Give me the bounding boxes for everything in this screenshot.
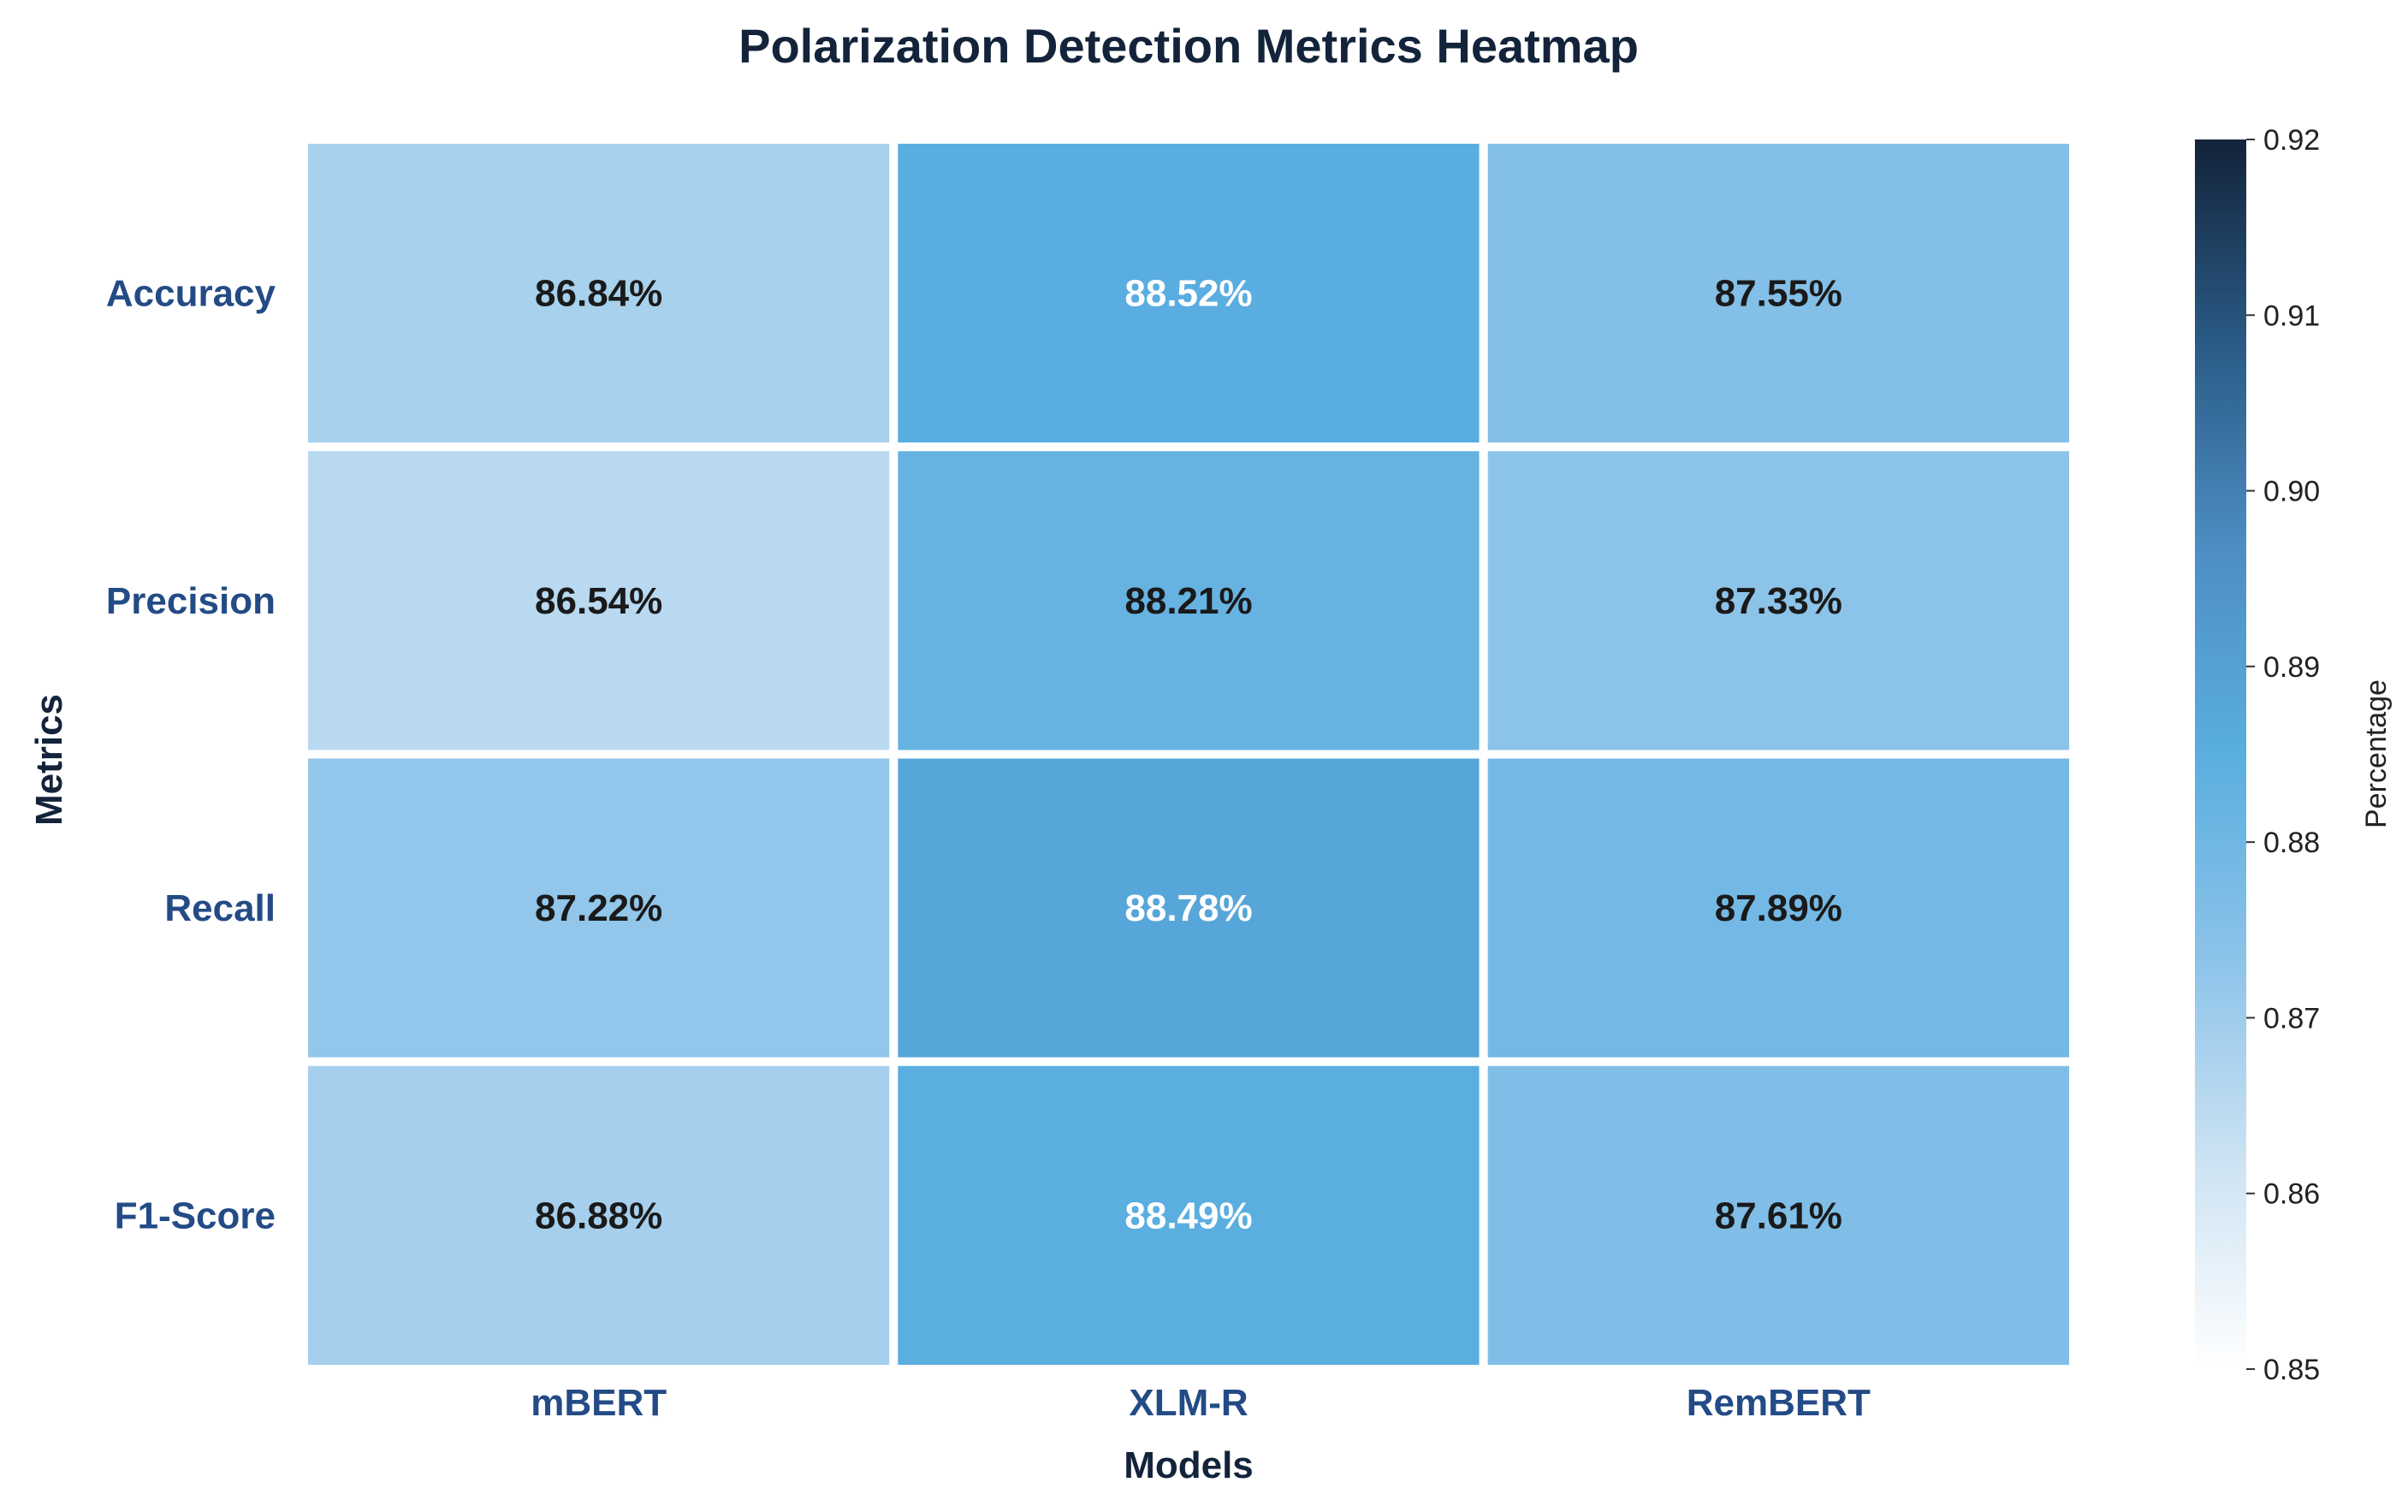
colorbar-tick-label: 0.89	[2263, 651, 2320, 684]
cell-value-label: 87.61%	[1715, 1195, 1842, 1236]
y-tick-label: Recall	[164, 887, 276, 929]
colorbar-tick-label: 0.86	[2263, 1178, 2320, 1211]
cell-value-label: 88.52%	[1124, 273, 1252, 315]
colorbar-tick-label: 0.90	[2263, 476, 2320, 508]
colorbar-ticks: 0.85 0.86 0.87 0.88 0.89 0.90 0.91 0.92	[2246, 124, 2320, 1386]
colorbar: 0.85 0.86 0.87 0.88 0.89 0.90 0.91 0.92 Percent…	[2195, 124, 2393, 1386]
heatmap-cell	[300, 1057, 899, 1373]
cell-value-label: 88.21%	[1124, 580, 1252, 622]
colorbar-tick-label: 0.87	[2263, 1002, 2320, 1035]
colorbar-tick-label: 0.85	[2263, 1354, 2320, 1386]
colorbar-tick-label: 0.92	[2263, 124, 2320, 157]
cell-value-label: 87.55%	[1715, 273, 1842, 315]
y-tick-label: Accuracy	[106, 273, 276, 315]
x-axis-label: Models	[1124, 1444, 1254, 1486]
x-tick-label: RemBERT	[1687, 1382, 1871, 1424]
chart-title: Polarization Detection Metrics Heatmap	[738, 19, 1639, 73]
x-tick-label: XLM-R	[1129, 1382, 1248, 1424]
colorbar-tick-label: 0.88	[2263, 827, 2320, 859]
y-tick-labels: Accuracy Precision Recall F1-Score	[106, 273, 276, 1237]
heatmap-cell	[889, 750, 1488, 1066]
y-tick-label: F1-Score	[115, 1195, 276, 1236]
heatmap-cell	[300, 135, 899, 452]
heatmap-cell	[1479, 1057, 2078, 1373]
cell-value-label: 87.89%	[1715, 887, 1842, 929]
cell-value-label: 87.33%	[1715, 580, 1842, 622]
colorbar-tick-label: 0.91	[2263, 299, 2320, 332]
colorbar-gradient	[2195, 139, 2246, 1369]
y-axis-label: Metrics	[28, 694, 70, 826]
cell-value-label: 86.88%	[535, 1195, 662, 1236]
cell-value-label: 86.54%	[535, 580, 662, 622]
y-tick-label: Precision	[106, 580, 276, 622]
colorbar-label: Percentage	[2360, 679, 2393, 828]
heatmap-cell	[889, 135, 1488, 452]
heatmap-cell	[1479, 442, 2078, 759]
x-tick-labels: mBERT XLM-R RemBERT	[531, 1382, 1871, 1424]
cell-value-label: 87.22%	[535, 887, 662, 929]
cell-value-label: 88.49%	[1124, 1195, 1252, 1236]
x-tick-label: mBERT	[531, 1382, 667, 1424]
heatmap-cell	[1479, 135, 2078, 452]
cell-value-label: 86.84%	[535, 273, 662, 315]
cell-value-label: 88.78%	[1124, 887, 1252, 929]
heatmap-cells: 86.84% 88.52% 87.55% 86.54% 88.21% 87.33% 87.2…	[300, 135, 2078, 1373]
